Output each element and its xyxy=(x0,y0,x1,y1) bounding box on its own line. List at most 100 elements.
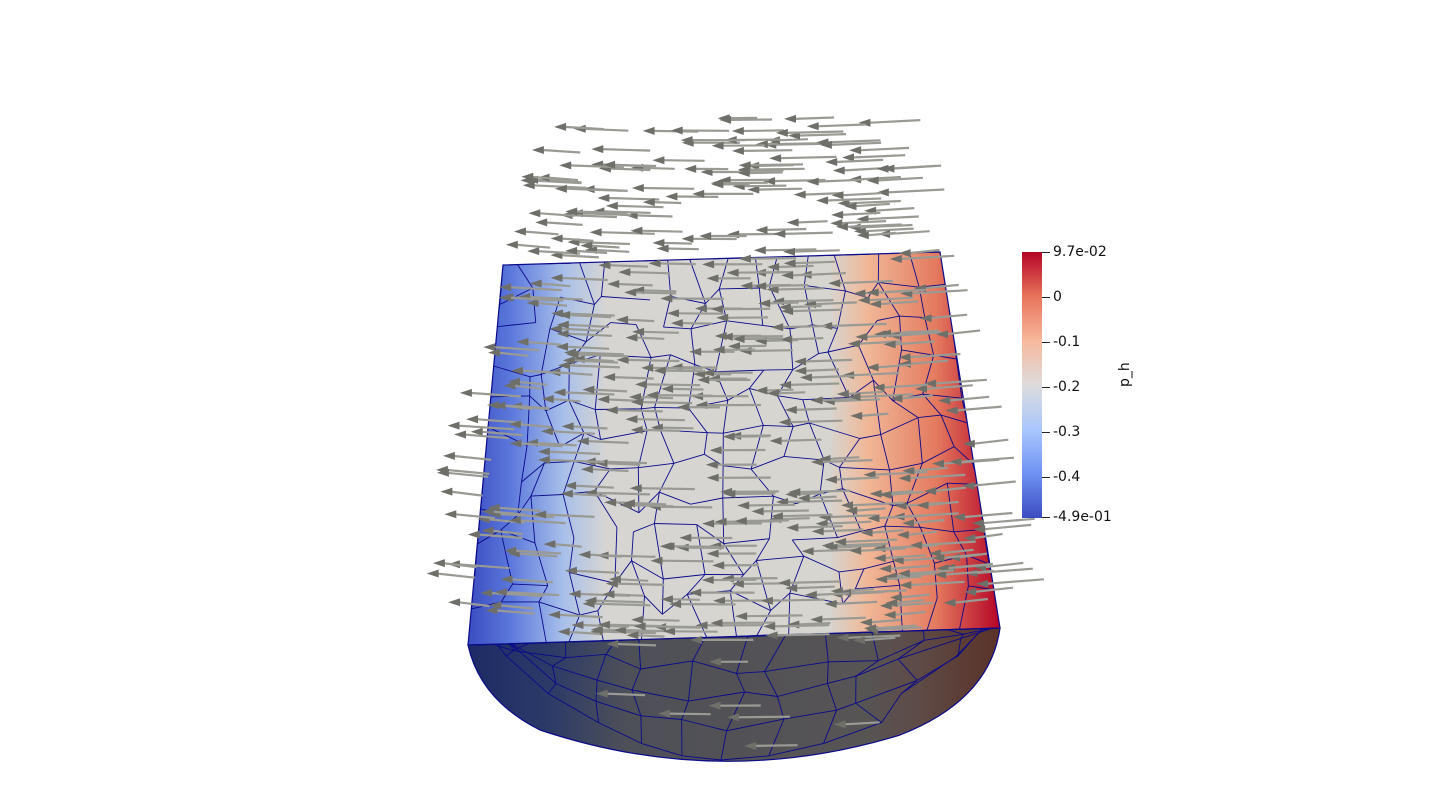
velocity-arrow xyxy=(873,624,917,630)
arrow-head xyxy=(879,490,892,499)
mesh-edge xyxy=(763,369,793,371)
velocity-arrow xyxy=(730,335,784,338)
mesh-edge xyxy=(595,700,642,717)
arrow-head xyxy=(732,335,745,343)
arrow-head xyxy=(499,283,512,292)
velocity-arrow xyxy=(463,433,509,440)
arrow-head xyxy=(692,189,705,198)
arrow-head xyxy=(466,415,478,424)
mesh-edge xyxy=(960,628,1000,639)
mesh-edge xyxy=(547,683,557,694)
mesh-edge xyxy=(596,654,607,681)
velocity-arrow xyxy=(741,129,784,133)
velocity-arrow xyxy=(754,744,798,747)
arrow-head xyxy=(559,161,572,170)
arrow-head xyxy=(869,489,882,498)
mesh-edge xyxy=(696,524,724,544)
mesh-edge xyxy=(726,691,746,731)
arrow-head xyxy=(603,160,616,169)
mesh-edge xyxy=(906,482,948,504)
arrow-head xyxy=(558,311,571,319)
arrow-head xyxy=(481,526,494,535)
arrow-head xyxy=(669,600,682,609)
mesh-edge xyxy=(538,601,580,616)
mesh-edge xyxy=(499,287,534,305)
mesh-edge xyxy=(601,296,651,301)
arrow-head xyxy=(794,357,807,366)
arrow-head xyxy=(945,406,958,415)
mesh-edge xyxy=(658,463,675,493)
arrow-head xyxy=(642,198,655,207)
velocity-arrow xyxy=(885,575,922,581)
arrow-head xyxy=(962,481,975,490)
mesh-edge xyxy=(743,560,757,576)
mesh-edge xyxy=(758,287,764,326)
arrow-head xyxy=(626,631,639,640)
mesh-edge xyxy=(568,363,570,401)
arrow-head xyxy=(783,247,795,256)
mesh-edge xyxy=(855,658,899,677)
velocity-arrow xyxy=(730,490,779,493)
velocity-arrow xyxy=(832,398,881,403)
mesh-edge xyxy=(568,614,581,642)
velocity-arrow xyxy=(844,538,898,543)
mesh-edge xyxy=(837,530,862,539)
velocity-arrow xyxy=(828,456,860,461)
velocity-arrow xyxy=(571,425,608,430)
velocity-arrow xyxy=(445,468,490,475)
mesh-edge xyxy=(922,446,955,464)
velocity-arrow xyxy=(517,380,548,386)
arrow-head xyxy=(652,156,665,165)
mesh-edge xyxy=(703,432,708,455)
mesh-edge xyxy=(517,495,532,516)
velocity-arrow xyxy=(590,244,620,249)
velocity-arrow xyxy=(909,580,965,587)
velocity-arrow xyxy=(803,192,842,196)
mesh-edge xyxy=(880,417,919,436)
velocity-arrow xyxy=(580,212,632,217)
velocity-arrow xyxy=(594,599,646,604)
arrow-head xyxy=(597,395,610,404)
colorbar-label: 0 xyxy=(1053,289,1062,305)
velocity-arrow xyxy=(608,264,649,268)
arrow-head xyxy=(697,375,710,384)
mesh-edge xyxy=(534,542,549,586)
mesh-edge xyxy=(562,461,575,495)
arrow-head xyxy=(631,398,643,407)
arrow-head xyxy=(442,451,455,460)
arrow-head xyxy=(500,575,513,584)
mesh-edge xyxy=(920,526,954,533)
arrow-head xyxy=(631,184,644,192)
velocity-arrow xyxy=(875,626,923,632)
arrow-head xyxy=(816,196,829,205)
mesh-edge xyxy=(727,388,750,401)
mesh-edge xyxy=(824,633,829,662)
velocity-arrow xyxy=(765,227,807,232)
mesh-edge xyxy=(555,683,597,702)
arrow-head xyxy=(728,342,740,351)
velocity-arrow xyxy=(846,634,901,639)
arrow-head xyxy=(936,330,948,339)
velocity-arrow xyxy=(436,572,476,579)
arrow-head xyxy=(436,468,449,477)
arrow-head xyxy=(603,373,616,382)
arrow-head xyxy=(705,460,718,469)
arrow-head xyxy=(701,576,714,584)
velocity-arrow xyxy=(737,344,767,348)
arrow-head xyxy=(890,394,903,403)
mesh-edge xyxy=(777,682,828,697)
velocity-arrow xyxy=(942,553,980,560)
mesh-edge xyxy=(530,496,536,543)
arrow-head xyxy=(836,390,849,398)
arrow-head xyxy=(896,530,909,539)
velocity-arrow xyxy=(745,614,803,618)
velocity-arrow xyxy=(983,561,1024,569)
arrow-head xyxy=(949,457,962,466)
arrow-head xyxy=(554,184,567,193)
velocity-arrow xyxy=(491,529,524,536)
velocity-arrow xyxy=(816,178,862,183)
velocity-arrow xyxy=(926,500,959,507)
velocity-arrow xyxy=(843,721,880,726)
